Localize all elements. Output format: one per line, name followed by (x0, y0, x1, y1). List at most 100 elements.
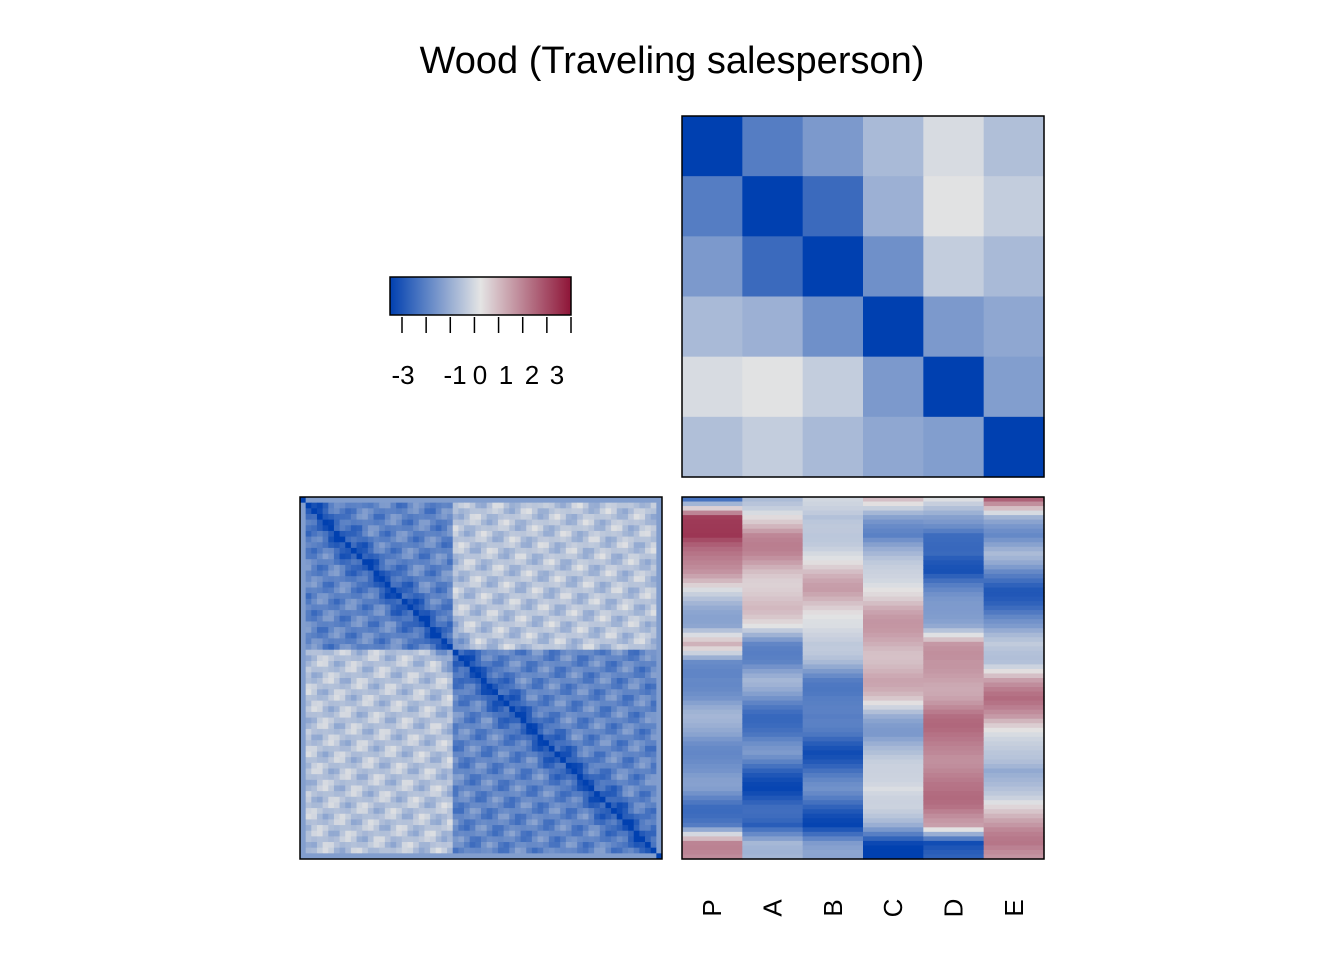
residual-correlation-cell (345, 564, 352, 571)
residual-correlation-cell (577, 825, 584, 832)
residual-correlation-cell (548, 768, 555, 775)
residual-correlation-cell (639, 706, 646, 713)
residual-correlation-cell (577, 706, 584, 713)
residual-correlation-cell (435, 559, 442, 566)
residual-correlation-cell (475, 615, 482, 622)
residual-correlation-cell (401, 683, 408, 690)
residual-correlation-cell (339, 683, 346, 690)
residual-correlation-cell (424, 847, 431, 854)
residual-correlation-cell (503, 530, 510, 537)
residual-correlation-cell (430, 525, 437, 532)
residual-correlation-cell (650, 694, 657, 702)
residual-cell-E (983, 782, 1045, 788)
residual-correlation-cell (605, 513, 612, 521)
residual-correlation-cell (435, 768, 442, 775)
residual-correlation-cell (616, 825, 623, 832)
residual-correlation-cell (548, 525, 555, 532)
residual-correlation-cell (328, 576, 335, 583)
residual-correlation-cell (396, 644, 403, 651)
residual-correlation-cell (350, 836, 357, 843)
residual-correlation-cell (311, 689, 318, 696)
residual-cell-A (742, 777, 804, 783)
residual-correlation-cell (616, 564, 623, 571)
residual-correlation-cell (452, 655, 459, 662)
residual-correlation-cell (599, 774, 606, 781)
residual-correlation-cell (650, 751, 657, 758)
residual-correlation-cell (458, 644, 465, 651)
residual-correlation-cell (339, 627, 346, 634)
residual-cell-E (983, 537, 1045, 543)
residual-cell-E (983, 614, 1045, 620)
residual-correlation-cell (645, 717, 652, 724)
residual-correlation-cell (492, 587, 499, 594)
residual-correlation-cell (396, 655, 403, 662)
residual-correlation-cell (622, 740, 629, 747)
residual-correlation-cell (514, 689, 521, 696)
residual-correlation-cell (345, 689, 352, 696)
residual-correlation-cell (560, 627, 567, 634)
residual-correlation-cell (633, 723, 640, 730)
residual-correlation-cell (656, 779, 663, 786)
residual-correlation-cell (424, 519, 431, 526)
residual-correlation-cell (367, 825, 374, 832)
residual-cell-B (802, 564, 864, 570)
residual-correlation-cell (486, 621, 493, 628)
residual-correlation-cell (520, 678, 527, 685)
residual-correlation-cell (577, 553, 584, 560)
residual-correlation-cell (503, 836, 510, 843)
residual-correlation-cell (582, 661, 589, 668)
residual-correlation-cell (599, 796, 606, 803)
residual-correlation-cell (514, 847, 521, 854)
residual-correlation-cell (328, 593, 335, 600)
residual-correlation-cell (514, 666, 521, 673)
residual-correlation-cell (616, 627, 623, 634)
residual-correlation-cell (373, 508, 380, 515)
residual-correlation-cell (554, 689, 561, 696)
residual-correlation-cell (300, 694, 307, 702)
residual-correlation-cell (520, 745, 527, 752)
residual-correlation-cell (367, 649, 374, 656)
residual-correlation-cell (311, 655, 318, 662)
residual-correlation-cell (486, 853, 493, 860)
residual-cell-B (802, 727, 864, 733)
residual-correlation-cell (605, 559, 612, 566)
residual-correlation-cell (548, 791, 555, 798)
residual-correlation-cell (452, 683, 459, 690)
residual-correlation-cell (565, 694, 572, 702)
residual-correlation-cell (537, 519, 544, 526)
residual-correlation-cell (441, 847, 448, 854)
residual-correlation-cell (390, 513, 397, 521)
residual-cell-A (742, 845, 804, 851)
residual-correlation-cell (571, 785, 578, 792)
residual-correlation-cell (486, 836, 493, 843)
residual-correlation-cell (356, 638, 363, 645)
residual-correlation-cell (418, 638, 425, 645)
variable-label-P: P (697, 899, 727, 916)
residual-cell-C (863, 818, 924, 824)
residual-correlation-cell (486, 791, 493, 798)
residual-correlation-cell (430, 536, 437, 543)
residual-correlation-cell (316, 581, 324, 588)
residual-correlation-cell (464, 830, 471, 837)
residual-correlation-cell (503, 587, 510, 594)
residual-correlation-cell (367, 819, 374, 826)
residual-correlation-cell (497, 802, 505, 809)
residual-correlation-cell (322, 604, 329, 611)
residual-correlation-cell (390, 740, 397, 747)
residual-correlation-cell (531, 785, 538, 792)
residual-correlation-cell (322, 661, 329, 668)
residual-correlation-cell (514, 678, 521, 685)
residual-correlation-cell (594, 547, 601, 554)
residual-correlation-cell (339, 593, 346, 600)
residual-correlation-cell (611, 627, 618, 634)
residual-correlation-cell (492, 530, 499, 537)
residual-correlation-cell (333, 666, 340, 673)
residual-correlation-cell (339, 497, 346, 504)
residual-correlation-cell (656, 706, 663, 713)
residual-correlation-cell (543, 683, 550, 690)
residual-cell-B (802, 501, 864, 507)
residual-correlation-cell (486, 847, 493, 854)
residual-correlation-cell (362, 553, 369, 560)
residual-correlation-cell (407, 627, 414, 634)
